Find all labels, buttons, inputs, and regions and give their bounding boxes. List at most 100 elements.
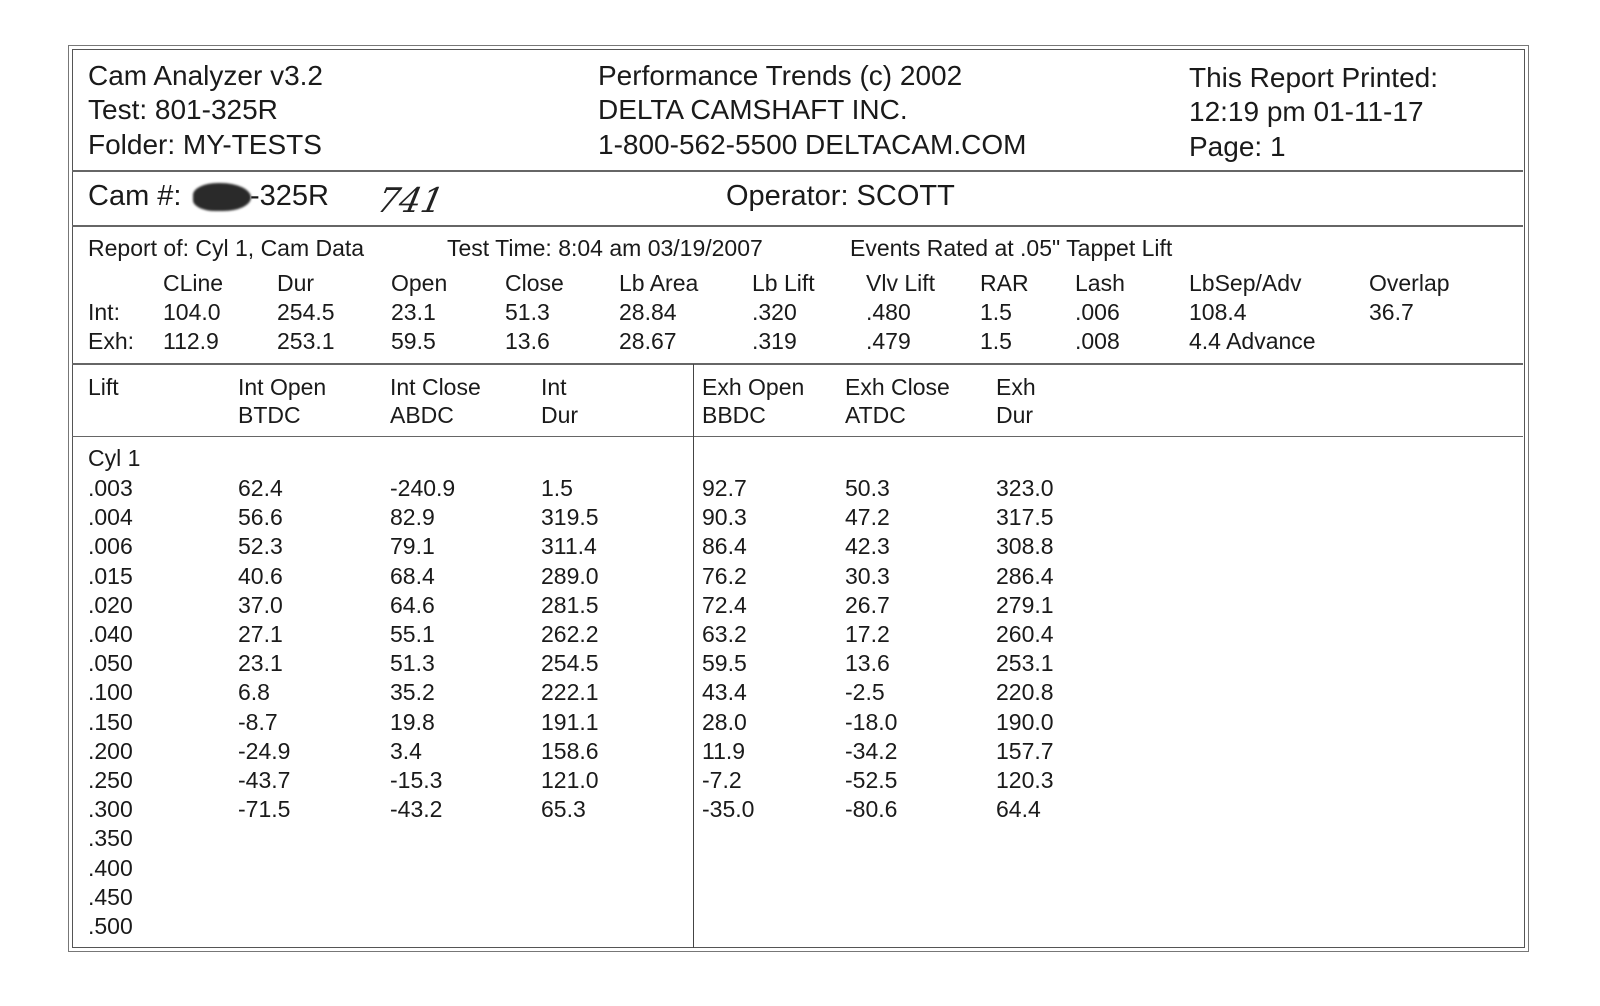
table-cell: -34.2 (845, 737, 898, 764)
table-cell: 308.8 (996, 533, 1054, 560)
summary-cell: 51.3 (505, 299, 550, 325)
summary-column-header: LbSep/Adv (1189, 270, 1302, 296)
printed-label: This Report Printed: (1189, 62, 1438, 93)
summary-cell: 112.9 (163, 328, 219, 354)
table-cell: 51.3 (390, 650, 435, 677)
summary-cell: 1.5 (980, 299, 1012, 325)
divider (72, 363, 1523, 365)
table-cell: 64.4 (996, 796, 1041, 823)
printed-time: 12:19 pm 01-11-17 (1189, 96, 1424, 127)
table-cell: 43.4 (702, 679, 747, 706)
lift-value: .250 (88, 767, 133, 793)
summary-column-header: Lb Lift (752, 270, 815, 296)
table-cell: 260.4 (996, 621, 1054, 647)
lift-value: .020 (88, 591, 133, 618)
table-cell: -71.5 (238, 796, 291, 823)
table-cell: 76.2 (702, 562, 747, 589)
table-cell: 190.0 (996, 708, 1054, 735)
column-divider (693, 364, 694, 948)
table-column-header: Lift (88, 374, 119, 400)
table-column-header: Dur (541, 402, 579, 428)
table-cell: 82.9 (390, 504, 435, 531)
summary-cell: 108.4 (1189, 299, 1247, 325)
table-cell: 47.2 (845, 504, 890, 531)
lift-value: .006 (88, 533, 133, 560)
table-cell: 37.0 (238, 591, 283, 618)
table-cell: 3.4 (390, 737, 422, 764)
table-cell: -18.0 (845, 708, 898, 735)
folder: Folder: MY-TESTS (88, 129, 322, 160)
table-cell: 311.4 (541, 533, 597, 560)
summary-cell: 28.67 (619, 328, 677, 354)
cam-label: Cam #: (88, 180, 182, 212)
table-cell: 92.7 (702, 475, 747, 501)
summary-column-header: Dur (277, 270, 315, 296)
lift-value: .003 (88, 475, 133, 501)
lift-value: .200 (88, 737, 133, 764)
contact: 1-800-562-5500 DELTACAM.COM (598, 129, 1027, 160)
summary-column-header: Overlap (1369, 270, 1450, 296)
summary-column-header: Open (391, 270, 448, 296)
table-cell: 35.2 (390, 679, 435, 706)
operator: Operator: SCOTT (726, 180, 955, 212)
summary-cell: .319 (752, 328, 797, 354)
summary-column-header: Lb Area (619, 270, 699, 296)
lift-value: .004 (88, 504, 133, 531)
table-cell: -43.2 (390, 796, 443, 823)
table-cell: 30.3 (845, 562, 890, 589)
table-cell: 319.5 (541, 504, 599, 531)
summary-cell: 13.6 (505, 328, 550, 354)
handwritten-note: 741 (373, 181, 448, 221)
table-cell: 64.6 (390, 591, 435, 618)
test-id: Test: 801-325R (88, 94, 278, 125)
table-cell: 262.2 (541, 621, 599, 647)
test-time: Test Time: 8:04 am 03/19/2007 (447, 235, 763, 261)
lift-value: .450 (88, 883, 133, 910)
divider (72, 225, 1523, 227)
table-cell: -15.3 (390, 767, 443, 793)
table-cell: 253.1 (996, 650, 1054, 677)
table-column-header: Exh Close (845, 374, 950, 400)
summary-cell: 104.0 (163, 299, 221, 325)
table-cell: 62.4 (238, 475, 283, 501)
summary-cell: .006 (1075, 299, 1120, 325)
table-cell: -2.5 (845, 679, 885, 706)
table-cell: -240.9 (390, 475, 456, 501)
table-cell: -43.7 (238, 767, 291, 793)
report-inner-frame (72, 49, 1525, 948)
summary-cell: 59.5 (391, 328, 436, 354)
table-cell: 254.5 (541, 650, 599, 677)
summary-row-label: Int: (88, 299, 120, 325)
summary-cell: 253.1 (277, 328, 335, 354)
table-cell: 65.3 (541, 796, 586, 823)
table-cell: 157.7 (996, 737, 1054, 764)
table-column-header: ATDC (845, 402, 906, 428)
table-cell: 317.5 (996, 504, 1054, 531)
table-cell: 52.3 (238, 533, 283, 560)
table-cell: 59.5 (702, 650, 747, 677)
table-cell: 56.6 (238, 504, 283, 531)
summary-cell: 1.5 (980, 328, 1012, 354)
report-of: Report of: Cyl 1, Cam Data (88, 235, 365, 261)
lift-value: .300 (88, 796, 133, 823)
table-cell: 28.0 (702, 708, 747, 735)
table-column-header: ABDC (390, 402, 454, 428)
app-version: Cam Analyzer v3.2 (88, 60, 323, 91)
table-cell: 17.2 (845, 621, 890, 647)
summary-column-header: Vlv Lift (866, 270, 936, 296)
table-cell: 289.0 (541, 562, 599, 589)
table-column-header: BBDC (702, 402, 766, 428)
report-outer-frame (68, 45, 1529, 952)
summary-cell: .008 (1075, 328, 1120, 354)
summary-cell: .480 (866, 299, 911, 325)
table-cell: 220.8 (996, 679, 1054, 706)
table-cell: 120.3 (996, 767, 1054, 793)
summary-column-header: Lash (1075, 270, 1125, 296)
table-cell: 79.1 (390, 533, 435, 560)
table-cell: 55.1 (390, 621, 435, 647)
events-rated: Events Rated at .05" Tappet Lift (850, 235, 1173, 261)
table-cell: 68.4 (390, 562, 435, 589)
table-cell: 222.1 (541, 679, 599, 706)
summary-cell: 254.5 (277, 299, 335, 325)
summary-cell: .320 (752, 299, 797, 325)
